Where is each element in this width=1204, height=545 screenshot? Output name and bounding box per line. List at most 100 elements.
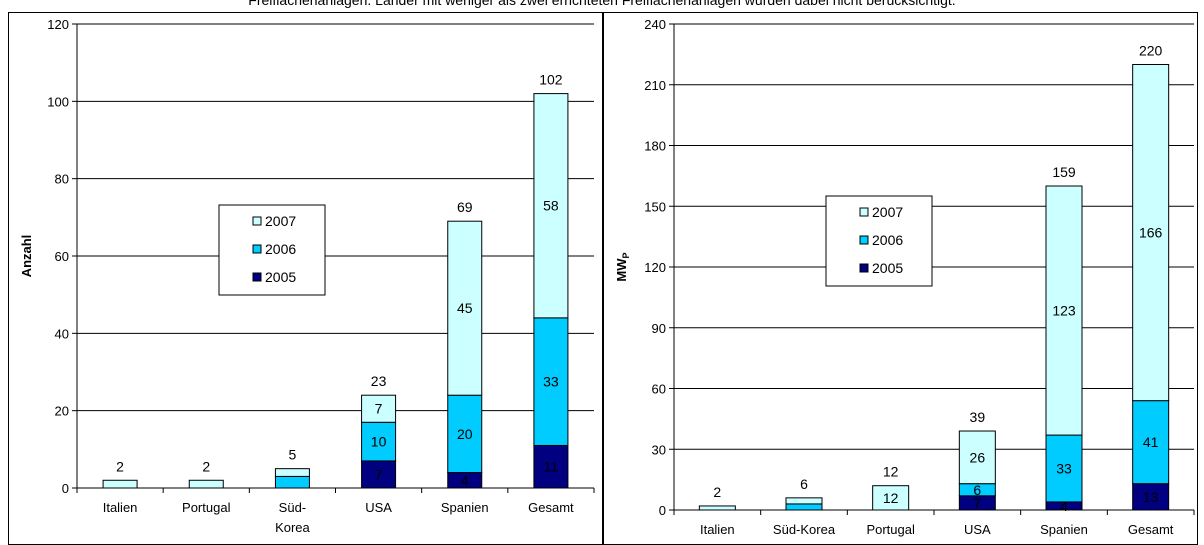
y-tick-label: 210: [644, 78, 666, 93]
data-label-2006-Spanien: 20: [457, 426, 473, 442]
legend-label-2007: 2007: [872, 204, 903, 220]
y-tick-label: 180: [644, 139, 666, 154]
y-tick-label: 60: [55, 249, 69, 264]
legend-box: [218, 204, 326, 296]
category-label-Gesamt: Gesamt: [528, 500, 574, 515]
chart-panel-mwp: 0 30 60 90 120 150 180 210 240 MWP 2 Italien 6 Süd-Ko…: [603, 12, 1198, 545]
data-label-2007-Gesamt: 166: [1139, 225, 1163, 241]
legend-label-2007: 2007: [265, 213, 296, 229]
bar-2006-Spanien: [1045, 434, 1083, 503]
total-label-Italien: 2: [116, 458, 124, 474]
bar-2007-Spanien: [1045, 185, 1083, 436]
legend-swatch-2006: [252, 244, 262, 254]
y-tick-label: 90: [652, 321, 666, 336]
bar-2006-Gesamt: [1132, 400, 1170, 485]
data-label-2007-USA: 7: [375, 401, 383, 417]
y-tick-label: 120: [47, 17, 69, 32]
y-axis-label: MWP: [614, 252, 631, 281]
chart-svg-mwp: 0 30 60 90 120 150 180 210 240 MWP 2 Italien 6 Süd-Ko…: [614, 17, 1195, 537]
legend: 2007 2006 2005: [825, 195, 933, 287]
data-label-2006-USA: 6: [973, 482, 981, 498]
bar-2006-Gesamt: [533, 317, 569, 446]
data-label-2007-USA: 26: [970, 449, 986, 465]
y-tick-label: 60: [652, 382, 666, 397]
total-label-USA: 39: [970, 409, 986, 425]
legend-swatch-2006: [859, 235, 869, 245]
data-label-2007-Portugal: 12: [883, 490, 899, 506]
y-tick-label: 0: [659, 503, 666, 518]
bar-2005-Gesamt: [1132, 483, 1170, 511]
total-label-Süd-Korea: 6: [800, 476, 808, 492]
chart-panel-anzahl: 0 20 40 60 80 100 120 Anzahl 2 Italien 2 Portugal 5 S…: [8, 12, 603, 545]
data-label-2007-Gesamt: 58: [543, 198, 559, 214]
bar-2006-Spanien: [447, 394, 483, 474]
total-label-Portugal: 2: [202, 458, 210, 474]
bar-2006-Süd-Korea: [274, 475, 310, 489]
bar-2007-Italien: [698, 505, 736, 511]
data-label-2007-Spanien: 45: [457, 300, 473, 316]
data-label-2005-Gesamt: 13: [1143, 489, 1159, 505]
y-tick-label: 100: [47, 94, 69, 109]
legend-label-2006: 2006: [265, 241, 296, 257]
data-label-2006-Spanien: 33: [1056, 460, 1072, 476]
data-label-2005-Spanien: 4: [1060, 498, 1068, 514]
data-label-2006-USA: 10: [371, 434, 387, 450]
legend-swatch-2005: [859, 263, 869, 273]
bar-2007-Spanien: [447, 220, 483, 396]
y-tick-label: 30: [652, 442, 666, 457]
bar-2007-Gesamt: [1132, 64, 1170, 402]
category-label-Italien: Italien: [700, 522, 735, 537]
category-label-Italien: Italien: [103, 500, 138, 515]
category-label-USA: USA: [365, 500, 392, 515]
total-label-Italien: 2: [713, 484, 721, 500]
category-label-Spanien: Spanien: [1040, 522, 1088, 537]
total-label-Portugal: 12: [883, 464, 899, 480]
y-tick-label: 0: [62, 481, 69, 496]
bar-2007-USA: [361, 394, 397, 423]
bar-2007-Italien: [102, 479, 138, 489]
legend-label-2006: 2006: [872, 232, 903, 248]
data-label-2005-USA: 7: [375, 466, 383, 482]
y-tick-label: 20: [55, 404, 69, 419]
total-label-USA: 23: [371, 373, 387, 389]
category-label-Portugal: Portugal: [866, 522, 915, 537]
data-label-2005-Spanien: 4: [461, 472, 469, 488]
y-axis-label: Anzahl: [19, 235, 34, 278]
bar-2007-Süd-Korea: [274, 468, 310, 477]
data-label-2007-Spanien: 123: [1052, 303, 1076, 319]
total-label-Spanien: 69: [457, 199, 473, 215]
bar-2006-Süd-Korea: [785, 503, 823, 511]
y-tick-label: 150: [644, 199, 666, 214]
bar-2007-Portugal: [188, 479, 224, 489]
legend-swatch-2007: [859, 207, 869, 217]
bar-2007-Süd-Korea: [785, 497, 823, 505]
category-label-Gesamt: Gesamt: [1128, 522, 1174, 537]
category-label-Spanien: Spanien: [441, 500, 489, 515]
data-label-2006-Gesamt: 41: [1143, 434, 1159, 450]
legend-swatch-2005: [252, 272, 262, 282]
bar-2005-USA: [361, 460, 397, 489]
total-label-Gesamt: 220: [1139, 43, 1163, 59]
category-label-Süd-Korea: Süd-Korea: [773, 522, 836, 537]
bar-2007-Gesamt: [533, 93, 569, 319]
legend-label-2005: 2005: [265, 269, 296, 285]
bar-2007-USA: [958, 430, 996, 485]
legend-box: [825, 195, 933, 287]
total-label-Süd-Korea: 5: [289, 447, 297, 463]
data-label-2005-Gesamt: 11: [544, 459, 559, 475]
data-label-2005-USA: 7: [973, 495, 981, 511]
chart-caption: Freiflächenanlagen. Länder mit weniger a…: [248, 0, 956, 8]
data-label-2006-Gesamt: 33: [543, 374, 559, 390]
category-label-Portugal: Portugal: [182, 500, 231, 515]
legend-label-2005: 2005: [872, 260, 903, 276]
y-tick-label: 240: [644, 17, 666, 32]
total-label-Gesamt: 102: [539, 72, 563, 88]
category-label-Süd-Korea: Süd-Korea: [275, 500, 310, 535]
total-label-Spanien: 159: [1052, 164, 1076, 180]
y-tick-label: 120: [644, 260, 666, 275]
category-label-USA: USA: [964, 522, 991, 537]
y-tick-label: 80: [55, 172, 69, 187]
legend: 2007 2006 2005: [218, 204, 326, 296]
y-tick-label: 40: [55, 326, 69, 341]
chart-svg-anzahl: 0 20 40 60 80 100 120 Anzahl 2 Italien 2 Portugal 5 S…: [19, 17, 595, 535]
